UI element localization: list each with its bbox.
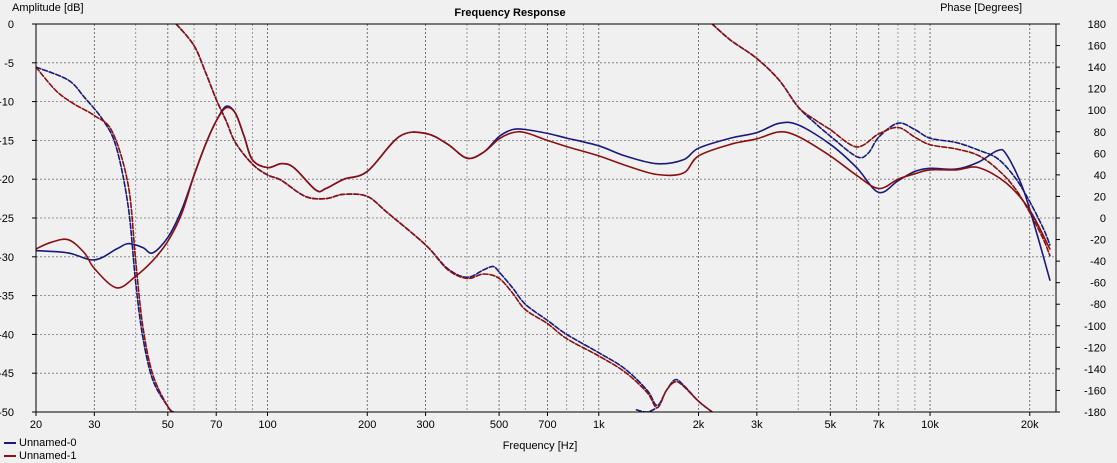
x-tick-label: 5k <box>825 419 837 431</box>
y-left-tick-label: -35 <box>0 291 14 303</box>
y-right-tick-label: -80 <box>1090 299 1106 311</box>
x-tick-label: 700 <box>538 419 556 431</box>
y-right-tick-label: -140 <box>1084 364 1106 376</box>
y-left-tick-label: -5 <box>4 58 14 70</box>
y-left-tick-label: -50 <box>0 407 14 419</box>
x-axis-title: Frequency [Hz] <box>503 440 578 452</box>
x-tick-label: 7k <box>873 419 885 431</box>
chart-title: Frequency Response <box>454 7 565 19</box>
amplitude-line-unnamed-1 <box>36 106 1051 289</box>
x-tick-label: 300 <box>416 419 434 431</box>
x-tick-label: 2k <box>693 419 705 431</box>
x-tick-label: 200 <box>358 419 376 431</box>
phase-line-unnamed-0 <box>635 406 658 412</box>
legend-label: Unnamed-1 <box>19 449 77 462</box>
y-left-tick-label: -15 <box>0 135 14 147</box>
y-right-tick-label: -40 <box>1090 256 1106 268</box>
x-tick-label: 20 <box>30 419 42 431</box>
legend-label: Unnamed-0 <box>19 436 77 449</box>
y-right-tick-label: 60 <box>1094 148 1106 160</box>
phase-line-unnamed-1 <box>175 24 713 412</box>
y-right-tick-label: -160 <box>1084 385 1106 397</box>
right-axis-title: Phase [Degrees] <box>940 2 1022 14</box>
legend: Unnamed-0 Unnamed-1 <box>4 436 76 462</box>
x-tick-label: 10k <box>921 419 939 431</box>
y-left-tick-label: -45 <box>0 368 14 380</box>
right-y-axis: 180 160 140 120 100 80 60 40 20 0 -20 -40 -60 -80 -100… <box>1056 19 1106 419</box>
legend-swatch <box>4 454 16 457</box>
y-right-tick-label: -60 <box>1090 278 1106 290</box>
y-left-tick-label: -25 <box>0 213 14 225</box>
phase-line-unnamed-1 <box>36 66 175 412</box>
x-axis: 20 30 50 70 100 200 300 500 700 1k 2k 3k 5k 7k 10k 20k <box>30 412 1039 431</box>
phase-line-unnamed-0 <box>36 66 175 412</box>
left-axis-title: Amplitude [dB] <box>12 2 84 14</box>
y-left-tick-label: -40 <box>0 329 14 341</box>
y-right-tick-label: 120 <box>1088 84 1106 96</box>
legend-item: Unnamed-0 <box>4 436 76 449</box>
series-group <box>36 24 1051 412</box>
x-tick-label: 500 <box>490 419 508 431</box>
legend-item: Unnamed-1 <box>4 449 76 462</box>
y-right-tick-label: 40 <box>1094 170 1106 182</box>
y-right-tick-label: -180 <box>1084 407 1106 419</box>
y-left-tick-label: -20 <box>0 174 14 186</box>
y-left-tick-label: -30 <box>0 252 14 264</box>
y-right-tick-label: -120 <box>1084 342 1106 354</box>
y-right-tick-label: 180 <box>1088 19 1106 31</box>
legend-swatch <box>4 441 16 444</box>
x-tick-label: 3k <box>751 419 763 431</box>
y-right-tick-label: 140 <box>1088 62 1106 74</box>
left-y-axis: 0 -5 -10 -15 -20 -25 -30 -35 -40 -45 -50 <box>0 19 36 419</box>
x-tick-label: 30 <box>88 419 100 431</box>
y-right-tick-label: -20 <box>1090 235 1106 247</box>
y-left-tick-label: 0 <box>8 19 14 31</box>
y-right-tick-label: 160 <box>1088 41 1106 53</box>
y-right-tick-label: 100 <box>1088 105 1106 117</box>
y-left-tick-label: -10 <box>0 97 14 109</box>
x-tick-label: 1k <box>593 419 605 431</box>
y-right-tick-label: 0 <box>1100 213 1106 225</box>
x-tick-label: 100 <box>258 419 276 431</box>
x-tick-label: 20k <box>1021 419 1039 431</box>
y-right-tick-label: 80 <box>1094 127 1106 139</box>
x-tick-label: 50 <box>162 419 174 431</box>
phase-line-unnamed-1 <box>711 24 1051 257</box>
x-tick-label: 70 <box>210 419 222 431</box>
y-right-tick-label: -100 <box>1084 321 1106 333</box>
y-right-tick-label: 20 <box>1094 191 1106 203</box>
